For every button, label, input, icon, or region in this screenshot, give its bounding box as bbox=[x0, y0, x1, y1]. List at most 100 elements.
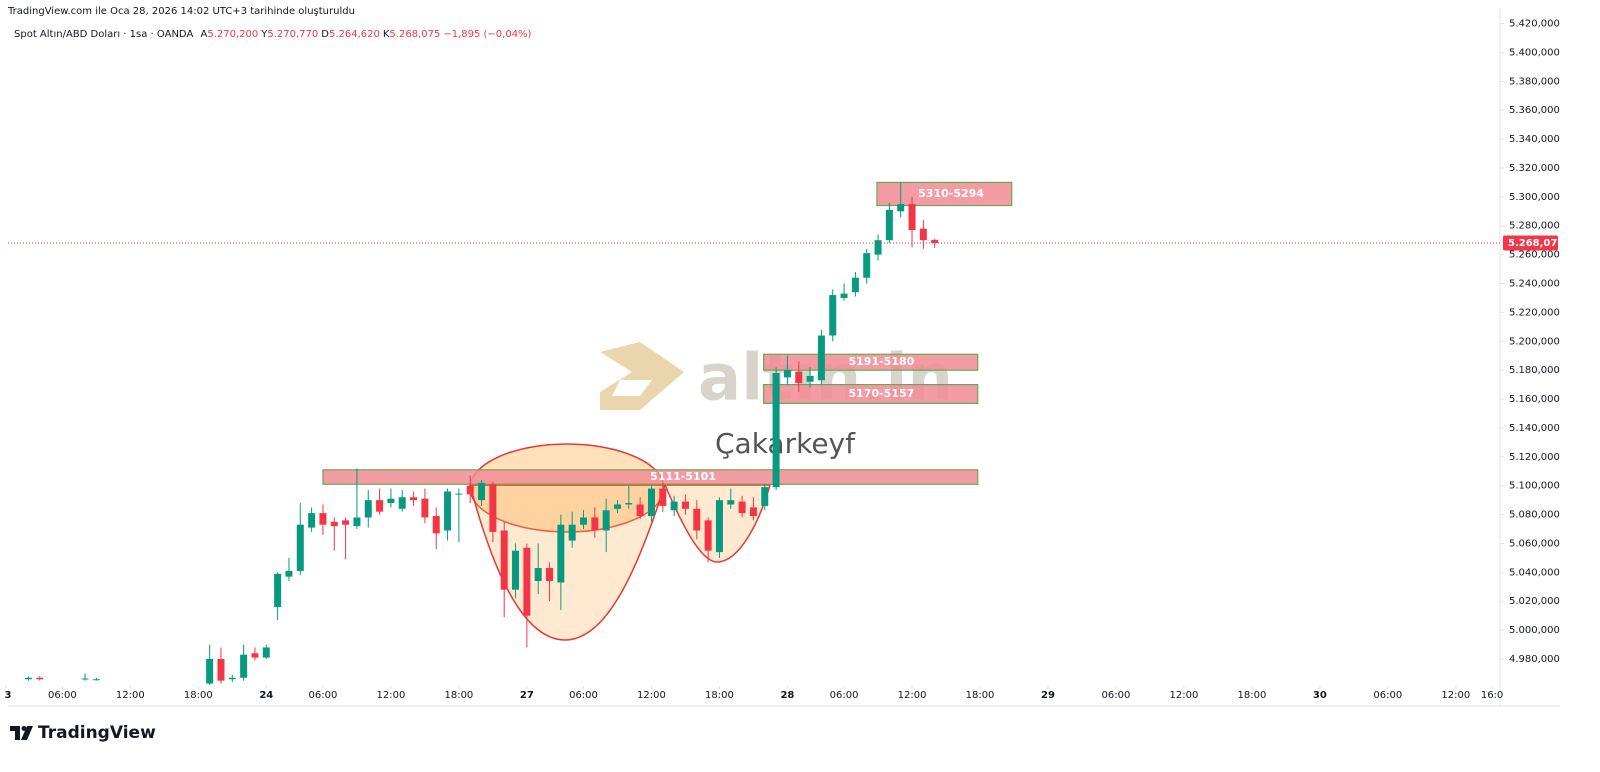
candle-body bbox=[557, 524, 565, 583]
y-tick-label: 5.320,000 bbox=[1509, 163, 1560, 174]
x-tick-label: 16:0 bbox=[1481, 690, 1503, 701]
annotation: Çakarkeyf bbox=[715, 427, 856, 460]
candle-body bbox=[398, 497, 406, 509]
candle-body bbox=[319, 513, 327, 525]
zone-label: 5170-5157 bbox=[848, 387, 914, 400]
zone-label: 5191-5180 bbox=[848, 355, 914, 368]
zone bbox=[763, 353, 979, 371]
candle-body bbox=[353, 517, 361, 527]
x-tick-label: 12:00 bbox=[898, 690, 927, 701]
candle-body bbox=[410, 497, 418, 501]
candle-body bbox=[432, 516, 440, 534]
x-tick-label: 18:00 bbox=[966, 690, 995, 701]
x-tick-label: 12:00 bbox=[1170, 690, 1199, 701]
candle-body bbox=[772, 373, 780, 488]
candle-body bbox=[806, 375, 814, 382]
candle-body bbox=[749, 507, 757, 517]
ohlc-value: 5.264,620 bbox=[328, 29, 380, 40]
candle-body bbox=[523, 547, 531, 616]
candle-body bbox=[704, 520, 712, 551]
candle-body bbox=[240, 654, 248, 678]
y-tick-label: 5.160,000 bbox=[1509, 394, 1560, 405]
candle-body bbox=[761, 487, 769, 506]
y-tick-label: 5.220,000 bbox=[1509, 307, 1560, 318]
candle-body bbox=[342, 520, 350, 525]
candle-body bbox=[546, 568, 554, 582]
candle-body bbox=[602, 510, 610, 531]
brand-logo-mark bbox=[21, 726, 27, 731]
candle-body bbox=[670, 501, 678, 511]
brand-logo-mark bbox=[21, 726, 33, 740]
y-tick-label: 5.400,000 bbox=[1509, 47, 1560, 58]
y-tick-label: 5.000,000 bbox=[1509, 625, 1560, 636]
candle-body bbox=[647, 488, 655, 517]
candle-body bbox=[681, 501, 689, 509]
candle-body bbox=[81, 678, 89, 680]
y-tick-label: 5.340,000 bbox=[1509, 134, 1560, 145]
ohlc-key: D bbox=[321, 29, 329, 40]
x-tick-label: 06:00 bbox=[309, 690, 338, 701]
x-tick-label: 18:00 bbox=[705, 690, 734, 701]
candle-body bbox=[206, 659, 214, 684]
candle-body bbox=[863, 253, 871, 278]
candle-body bbox=[364, 500, 372, 518]
candle-body bbox=[308, 513, 316, 528]
zone bbox=[322, 469, 979, 485]
watermark-text: altın.in bbox=[698, 342, 953, 416]
candle-body bbox=[874, 240, 882, 255]
candle-body bbox=[795, 371, 803, 384]
candle-body bbox=[296, 524, 304, 571]
candle-body bbox=[738, 501, 746, 514]
ohlc-key: A bbox=[200, 29, 208, 40]
candle-body bbox=[580, 517, 588, 525]
x-tick-label: 06:00 bbox=[48, 690, 77, 701]
y-tick-label: 5.040,000 bbox=[1509, 567, 1560, 578]
candle-body bbox=[613, 504, 621, 509]
candle-body bbox=[817, 335, 825, 381]
x-tick-label: 12:00 bbox=[376, 690, 405, 701]
zone-label: 5111-5101 bbox=[650, 470, 716, 483]
symbol: Spot Altın/ABD Doları · 1sa · OANDA bbox=[14, 29, 194, 40]
x-tick-label: 06:00 bbox=[569, 690, 598, 701]
zone bbox=[763, 384, 979, 404]
candle-body bbox=[885, 209, 893, 241]
x-tick-label: 28 bbox=[780, 690, 794, 701]
y-tick-label: 5.300,000 bbox=[1509, 192, 1560, 203]
candle-body bbox=[908, 204, 916, 231]
candle-body bbox=[500, 530, 508, 590]
candle-body bbox=[466, 485, 474, 495]
candle-body bbox=[376, 500, 384, 512]
last-price-label: 5.268,075 bbox=[1508, 238, 1564, 249]
x-tick-label: 06:00 bbox=[830, 690, 859, 701]
y-tick-label: 5.360,000 bbox=[1509, 105, 1560, 116]
brand-logo-mark bbox=[10, 726, 20, 740]
x-tick-label: 12:00 bbox=[1441, 690, 1470, 701]
x-tick-label: 18:00 bbox=[1237, 690, 1266, 701]
candle-body bbox=[217, 659, 225, 681]
watermark-logo bbox=[612, 380, 652, 396]
y-tick-label: 5.420,000 bbox=[1509, 19, 1560, 30]
pattern-cup bbox=[469, 484, 667, 641]
candle-body bbox=[659, 488, 667, 506]
candle-body bbox=[534, 568, 542, 582]
y-tick-label: 4.980,000 bbox=[1509, 654, 1560, 665]
candle-body bbox=[715, 500, 723, 553]
candle-body bbox=[36, 677, 44, 680]
brand-logo bbox=[10, 726, 33, 740]
x-tick-label: 27 bbox=[520, 690, 534, 701]
candle-body bbox=[931, 239, 939, 243]
y-tick-label: 5.180,000 bbox=[1509, 365, 1560, 376]
plot: 5310-5294 5191-5180 5170-5157 5111-5101 bbox=[24, 181, 1013, 685]
candle-body bbox=[625, 503, 633, 505]
y-tick-label: 5.020,000 bbox=[1509, 596, 1560, 607]
x-tick-label: 29 bbox=[1041, 690, 1055, 701]
candle-body bbox=[851, 277, 859, 293]
ohlc-key: K bbox=[382, 29, 390, 40]
y-tick-label: 5.100,000 bbox=[1509, 481, 1560, 492]
zone bbox=[876, 181, 1013, 207]
x-tick-label: 24 bbox=[259, 690, 273, 701]
candle-body bbox=[727, 500, 735, 505]
candle-body bbox=[251, 653, 259, 658]
